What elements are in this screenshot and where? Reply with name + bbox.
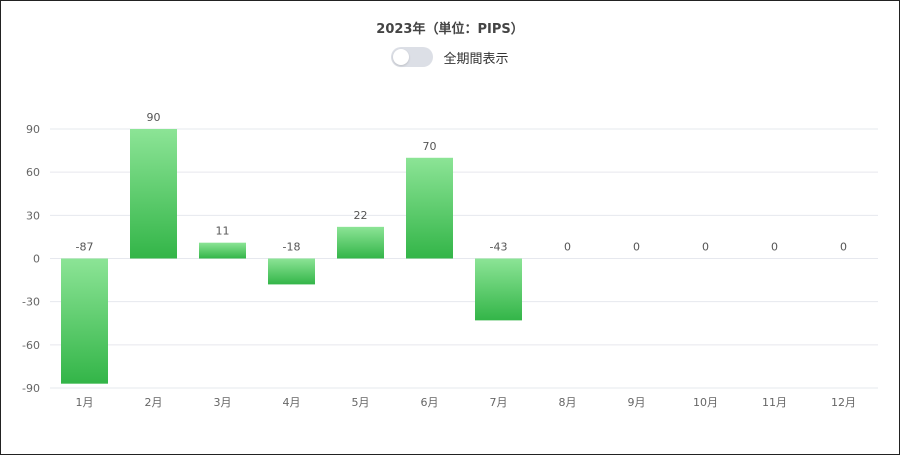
bar[interactable] [61,258,108,384]
toggle-knob [393,49,410,65]
bar-value-label: 0 [564,241,571,254]
bar-value-label: 0 [702,241,709,254]
y-tick-label: -90 [22,382,40,395]
x-tick-label: 4月 [283,396,301,409]
x-tick-label: 3月 [214,396,232,409]
bar-value-label: 70 [423,140,437,153]
x-tick-label: 5月 [352,396,370,409]
bar[interactable] [337,226,384,259]
bar[interactable] [130,129,177,259]
bar-value-label: -87 [76,241,94,254]
y-tick-label: -30 [22,296,40,309]
y-tick-label: 0 [33,253,40,266]
x-tick-label: 2月 [145,396,163,409]
x-tick-label: 9月 [628,396,646,409]
x-tick-label: 1月 [76,396,94,409]
bar[interactable] [199,242,246,259]
x-tick-label: 7月 [490,396,508,409]
chart-title: 2023年（単位：PIPS） [376,22,524,37]
x-tick-label: 11月 [762,396,787,409]
full-period-toggle[interactable] [391,47,434,67]
x-tick-label: 6月 [421,396,439,409]
x-tick-label: 10月 [693,396,718,409]
bar-value-label: 22 [354,209,368,222]
bar-value-label: 0 [633,241,640,254]
bar[interactable] [406,157,453,259]
y-tick-label: 30 [26,209,40,222]
y-tick-label: 60 [26,166,40,179]
full-period-toggle-row: 全期間表示 [0,47,900,67]
bar-value-label: -43 [490,241,508,254]
y-tick-label: -60 [22,339,40,352]
y-tick-label: 90 [26,123,40,136]
x-tick-label: 12月 [831,396,856,409]
bar-value-label: 0 [771,241,778,254]
bar-value-label: 0 [840,241,847,254]
bar-value-label: 11 [216,225,230,238]
bar[interactable] [475,258,522,321]
x-tick-label: 8月 [559,396,577,409]
full-period-toggle-label: 全期間表示 [443,51,509,67]
bar[interactable] [268,258,315,285]
bar-value-label: 90 [147,111,161,124]
bar-value-label: -18 [283,241,301,254]
